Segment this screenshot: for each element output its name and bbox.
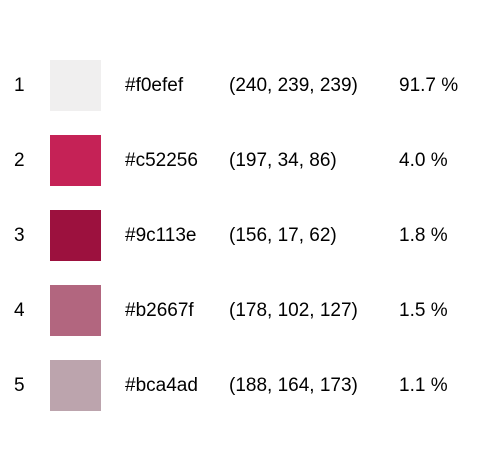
- rgb-value: (188, 164, 173): [229, 375, 358, 396]
- palette-row: 4 #b2667f (178, 102, 127) 1.5 %: [0, 285, 500, 337]
- palette-row: 2 #c52256 (197, 34, 86) 4.0 %: [0, 135, 500, 187]
- row-index: 2: [14, 150, 25, 171]
- hex-code: #c52256: [125, 150, 198, 171]
- palette-row: 1 #f0efef (240, 239, 239) 91.7 %: [0, 60, 500, 112]
- percentage: 1.8 %: [399, 225, 448, 246]
- hex-code: #9c113e: [125, 225, 197, 246]
- rgb-value: (197, 34, 86): [229, 150, 337, 171]
- percentage: 4.0 %: [399, 150, 448, 171]
- row-index: 3: [14, 225, 25, 246]
- row-index: 5: [14, 375, 25, 396]
- percentage: 1.1 %: [399, 375, 448, 396]
- color-swatch: [50, 135, 101, 186]
- palette-row: 3 #9c113e (156, 17, 62) 1.8 %: [0, 210, 500, 262]
- hex-code: #bca4ad: [125, 375, 198, 396]
- rgb-value: (156, 17, 62): [229, 225, 337, 246]
- color-swatch: [50, 60, 101, 111]
- percentage: 1.5 %: [399, 300, 448, 321]
- rgb-value: (240, 239, 239): [229, 75, 358, 96]
- percentage: 91.7 %: [399, 75, 459, 96]
- hex-code: #b2667f: [125, 300, 194, 321]
- color-swatch: [50, 210, 101, 261]
- row-index: 1: [14, 75, 25, 96]
- rgb-value: (178, 102, 127): [229, 300, 358, 321]
- hex-code: #f0efef: [125, 75, 184, 96]
- palette-row: 5 #bca4ad (188, 164, 173) 1.1 %: [0, 360, 500, 412]
- row-index: 4: [14, 300, 25, 321]
- color-swatch: [50, 285, 101, 336]
- color-swatch: [50, 360, 101, 411]
